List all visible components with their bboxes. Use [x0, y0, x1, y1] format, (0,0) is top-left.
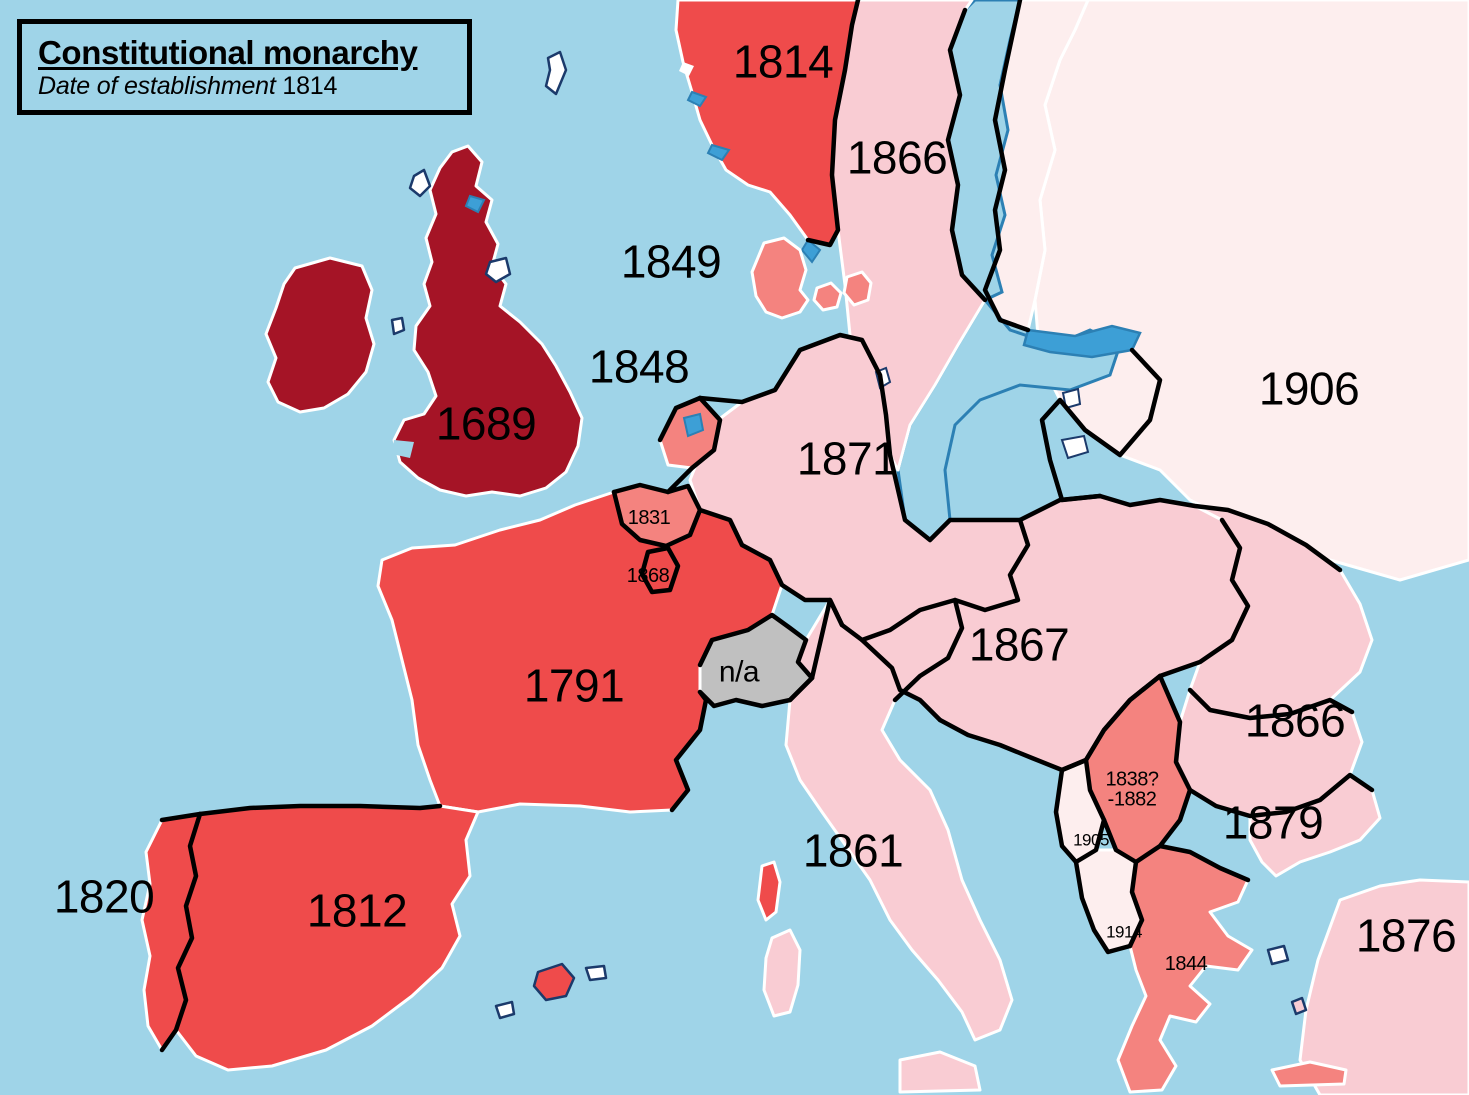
scotland-loch [464, 194, 486, 214]
region-great-britain [392, 144, 584, 498]
norway-fjord-1 [686, 90, 708, 108]
islet-aegean-2 [1266, 944, 1290, 966]
sicily [898, 1050, 982, 1094]
region-ottoman-anatolia [1298, 878, 1469, 1095]
islet-ibiza [494, 1000, 516, 1020]
islet-menorca [584, 964, 608, 982]
region-denmark-zealand [842, 270, 873, 307]
wales-inlet [392, 440, 414, 458]
islet-faroe [484, 256, 512, 284]
islet-aegean-1 [1290, 996, 1308, 1016]
islet-isle-of-man [390, 316, 406, 336]
region-ireland [264, 256, 376, 414]
zuiderzee [682, 412, 705, 438]
national-borders [159, 0, 1375, 1053]
oslofjord [800, 238, 822, 264]
legend-box: Constitutional monarchy Date of establis… [17, 19, 472, 116]
norway-fjord-2 [706, 143, 731, 162]
legend-subtitle-year: 1814 [282, 71, 338, 100]
region-denmark-funen [812, 281, 843, 312]
sardinia [762, 928, 802, 1018]
legend-subtitle-text: Date of establishment [38, 71, 276, 100]
norway-coast-nick [679, 62, 694, 76]
legend-subtitle: Date of establishment 1814 [38, 71, 453, 101]
islet-shetland [544, 50, 568, 96]
crete [1270, 1060, 1348, 1088]
islet-hebrides [408, 168, 432, 198]
corsica [756, 860, 782, 922]
islet-saaremaa [1060, 434, 1090, 460]
islet-mallorca [532, 962, 576, 1002]
region-denmark-jutland [750, 236, 810, 320]
legend-title: Constitutional monarchy [38, 34, 418, 71]
